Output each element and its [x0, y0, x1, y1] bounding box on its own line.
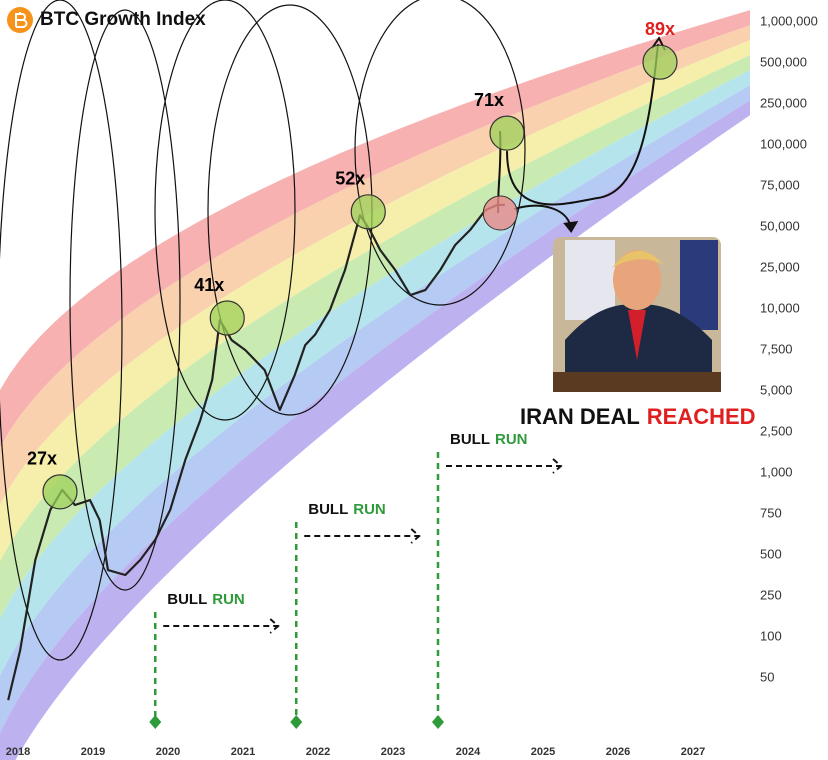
bull-run-arrow — [163, 618, 280, 634]
bull-run-label: BULL RUN — [450, 431, 528, 448]
bull-run-word: RUN — [212, 591, 245, 608]
photo — [553, 237, 721, 392]
cycle-ellipse — [0, 0, 123, 661]
x-tick-label: 2025 — [531, 746, 555, 758]
y-tick-label: 250,000 — [760, 95, 807, 110]
x-tick-label: 2022 — [306, 746, 330, 758]
x-tick-label: 2023 — [381, 746, 405, 758]
y-tick-label: 100 — [760, 628, 782, 643]
bull-run-marker — [290, 715, 303, 729]
bull-run-word: BULL — [167, 591, 207, 608]
caption: IRAN DEAL REACHED — [520, 404, 756, 429]
bull-run-word: BULL — [308, 501, 348, 518]
x-tick-label: 2026 — [606, 746, 630, 758]
x-tick-label: 2020 — [156, 746, 180, 758]
btc-glyph — [15, 12, 28, 28]
y-tick-label: 50,000 — [760, 218, 800, 233]
desk — [553, 372, 721, 392]
y-tick-label: 250 — [760, 587, 782, 602]
bull-run-word: RUN — [495, 431, 528, 448]
cycle-ellipses — [0, 0, 526, 661]
flag — [680, 240, 718, 330]
tie — [628, 310, 646, 360]
peak-circle — [350, 194, 386, 230]
y-tick-label: 25,000 — [760, 259, 800, 274]
caption-part: IRAN DEAL — [520, 404, 640, 429]
x-tick-label: 2021 — [231, 746, 255, 758]
face — [613, 250, 661, 310]
y-tick-label: 500 — [760, 546, 782, 561]
bull-run-label: BULL RUN — [167, 591, 245, 608]
y-tick-label: 10,000 — [760, 300, 800, 315]
logo — [7, 7, 33, 33]
peak-circle — [209, 300, 245, 336]
bull-run-word: BULL — [450, 431, 490, 448]
peak-label: 52x — [335, 169, 365, 189]
peak-label: 71x — [474, 90, 504, 110]
y-tick-label: 1,000,000 — [760, 13, 818, 28]
arrow-head — [563, 221, 579, 234]
y-tick-label: 750 — [760, 505, 782, 520]
price-line — [7, 203, 505, 701]
y-tick-label: 100,000 — [760, 136, 807, 151]
y-tick-label: 5,000 — [760, 382, 793, 397]
peak-label: 27x — [27, 449, 57, 469]
y-tick-label: 1,000 — [760, 464, 793, 479]
x-tick-label: 2024 — [456, 746, 481, 758]
bull-run-word: RUN — [353, 501, 386, 518]
chart-title: BTC Growth Index — [40, 9, 206, 30]
caption-part: REACHED — [647, 404, 756, 429]
flag — [565, 240, 615, 320]
rainbow-bands — [0, 10, 750, 760]
y-tick-label: 2,500 — [760, 423, 793, 438]
peak-label: 41x — [194, 275, 224, 295]
x-tick-label: 2019 — [81, 746, 105, 758]
rainbow-band — [0, 100, 750, 760]
peak-circle — [642, 44, 678, 80]
cycle-ellipse — [69, 9, 181, 591]
peak-circle — [489, 115, 525, 151]
bull-run-marker — [432, 715, 444, 729]
y-tick-label: 50 — [760, 669, 774, 684]
peak-label: 89x — [645, 19, 675, 39]
bull-run-label: BULL RUN — [308, 501, 386, 518]
projection-arrow — [506, 44, 659, 206]
bull-run-arrow — [304, 528, 421, 544]
cycle-ellipse — [354, 0, 526, 306]
x-tick-label: 2018 — [6, 746, 30, 758]
projection-arrow — [513, 204, 572, 226]
x-tick-label: 2027 — [681, 746, 705, 758]
bull-run-marker — [149, 715, 162, 729]
y-tick-label: 75,000 — [760, 177, 800, 192]
y-tick-label: 7,500 — [760, 341, 793, 356]
highlight-circle — [482, 195, 518, 231]
bull-run-arrow — [446, 458, 563, 474]
peak-circle — [42, 474, 78, 510]
y-tick-label: 500,000 — [760, 54, 807, 69]
cycle-ellipse — [154, 0, 296, 421]
hair — [612, 250, 664, 268]
